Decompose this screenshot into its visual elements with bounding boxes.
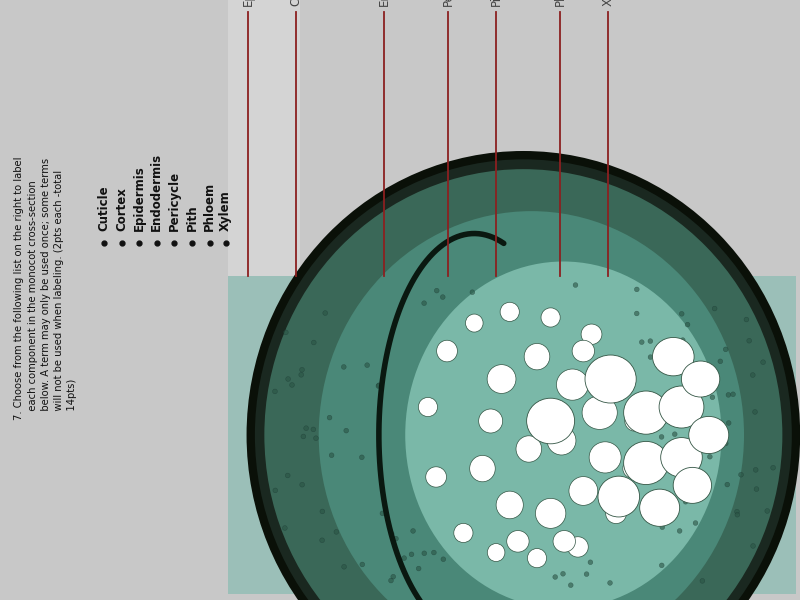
Ellipse shape: [661, 437, 702, 477]
Ellipse shape: [623, 459, 642, 478]
Ellipse shape: [634, 287, 639, 292]
Ellipse shape: [659, 434, 664, 439]
Ellipse shape: [693, 521, 698, 526]
Ellipse shape: [377, 383, 382, 388]
Ellipse shape: [712, 306, 717, 311]
Text: Epidermis: Epidermis: [242, 0, 254, 6]
Ellipse shape: [624, 391, 669, 434]
Ellipse shape: [569, 476, 598, 505]
Ellipse shape: [678, 529, 682, 533]
Ellipse shape: [738, 472, 743, 477]
Text: Phloem: Phloem: [554, 0, 566, 6]
Ellipse shape: [553, 575, 558, 580]
Ellipse shape: [416, 566, 421, 571]
Ellipse shape: [589, 442, 621, 473]
Ellipse shape: [680, 338, 685, 343]
Ellipse shape: [770, 466, 775, 470]
Ellipse shape: [290, 383, 294, 388]
Ellipse shape: [723, 347, 728, 352]
Ellipse shape: [311, 340, 316, 345]
Ellipse shape: [648, 355, 653, 359]
Ellipse shape: [750, 544, 755, 548]
Ellipse shape: [391, 574, 396, 579]
Ellipse shape: [572, 340, 594, 362]
FancyBboxPatch shape: [228, 0, 300, 276]
Ellipse shape: [535, 499, 566, 529]
Ellipse shape: [264, 169, 782, 600]
Ellipse shape: [426, 467, 446, 487]
Ellipse shape: [648, 339, 653, 344]
Ellipse shape: [707, 454, 712, 459]
Ellipse shape: [624, 442, 669, 485]
Ellipse shape: [725, 482, 730, 487]
Ellipse shape: [506, 530, 529, 552]
Ellipse shape: [754, 467, 758, 472]
Ellipse shape: [466, 314, 483, 332]
Ellipse shape: [726, 421, 731, 425]
Ellipse shape: [673, 503, 678, 508]
Ellipse shape: [409, 552, 414, 557]
Ellipse shape: [588, 560, 593, 565]
Ellipse shape: [691, 476, 696, 481]
Ellipse shape: [660, 525, 665, 530]
Ellipse shape: [746, 338, 751, 343]
Ellipse shape: [547, 426, 576, 455]
Ellipse shape: [568, 583, 573, 587]
Text: Pitch: Pitch: [490, 0, 502, 6]
Ellipse shape: [735, 512, 740, 517]
Ellipse shape: [418, 397, 438, 416]
Ellipse shape: [561, 571, 566, 576]
Ellipse shape: [394, 536, 398, 541]
Ellipse shape: [470, 455, 495, 482]
Ellipse shape: [659, 386, 704, 428]
Ellipse shape: [440, 295, 445, 299]
Ellipse shape: [320, 509, 325, 514]
Ellipse shape: [634, 311, 639, 316]
Ellipse shape: [703, 488, 708, 493]
Text: Xylem: Xylem: [602, 0, 614, 6]
Ellipse shape: [718, 359, 722, 364]
Ellipse shape: [653, 337, 694, 376]
Ellipse shape: [286, 377, 290, 382]
Ellipse shape: [688, 475, 693, 480]
FancyBboxPatch shape: [228, 276, 796, 594]
Ellipse shape: [282, 526, 287, 530]
Ellipse shape: [744, 317, 749, 322]
Ellipse shape: [487, 365, 516, 394]
Ellipse shape: [359, 455, 364, 460]
Ellipse shape: [612, 364, 631, 383]
Ellipse shape: [734, 509, 739, 514]
Text: Pericycle: Pericycle: [442, 0, 454, 6]
Ellipse shape: [304, 426, 309, 431]
Ellipse shape: [640, 489, 680, 526]
Ellipse shape: [301, 434, 306, 439]
Ellipse shape: [342, 365, 346, 370]
Ellipse shape: [431, 550, 436, 555]
Ellipse shape: [710, 395, 715, 400]
Ellipse shape: [334, 529, 338, 534]
Ellipse shape: [250, 155, 796, 600]
Ellipse shape: [527, 548, 546, 568]
Ellipse shape: [682, 361, 720, 397]
Ellipse shape: [516, 436, 542, 462]
Ellipse shape: [723, 441, 728, 446]
Ellipse shape: [376, 383, 381, 388]
Ellipse shape: [582, 396, 618, 430]
Ellipse shape: [441, 557, 446, 562]
Ellipse shape: [330, 453, 334, 458]
Ellipse shape: [573, 283, 578, 287]
Ellipse shape: [730, 392, 735, 397]
Ellipse shape: [695, 373, 700, 377]
Ellipse shape: [434, 288, 439, 293]
Ellipse shape: [389, 578, 394, 583]
Ellipse shape: [672, 432, 677, 437]
Ellipse shape: [541, 308, 560, 327]
Ellipse shape: [327, 415, 332, 420]
Text: Cuticle: Cuticle: [98, 185, 110, 231]
Ellipse shape: [754, 487, 759, 491]
Ellipse shape: [659, 563, 664, 568]
Ellipse shape: [318, 211, 744, 600]
Ellipse shape: [422, 301, 426, 305]
Text: Phloem: Phloem: [203, 182, 216, 231]
